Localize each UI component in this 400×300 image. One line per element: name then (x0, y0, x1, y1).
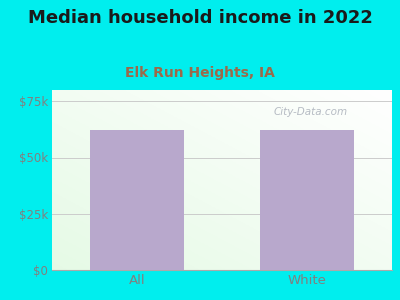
Text: Elk Run Heights, IA: Elk Run Heights, IA (125, 66, 275, 80)
Text: Median household income in 2022: Median household income in 2022 (28, 9, 372, 27)
Bar (260, 130, 354, 270)
Text: City-Data.com: City-Data.com (273, 107, 348, 118)
Bar (90, 130, 184, 270)
